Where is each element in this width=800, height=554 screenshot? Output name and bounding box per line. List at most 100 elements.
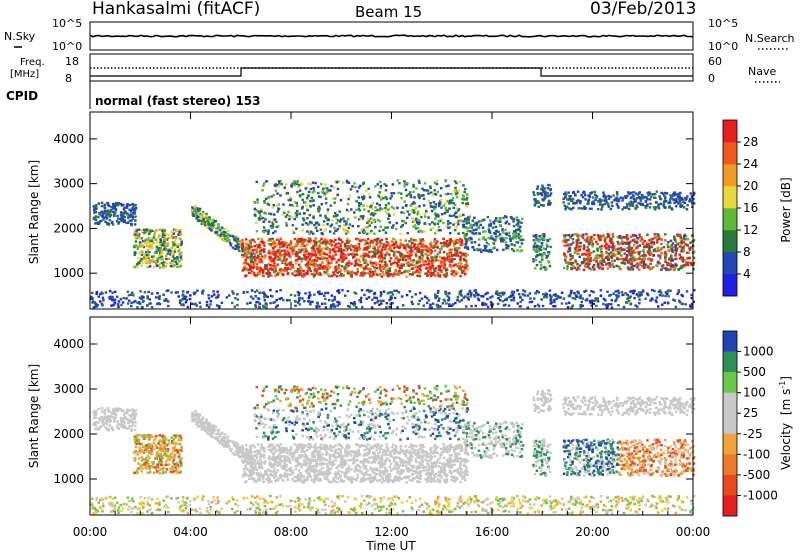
power-cell: [674, 252, 678, 255]
power-cell: [618, 266, 621, 270]
power-cell: [581, 304, 584, 307]
power-cell: [108, 215, 111, 218]
power-cell: [671, 248, 674, 251]
station-title: Hankasalmi (fitACF): [92, 0, 260, 19]
power-cell: [100, 201, 104, 204]
power-cell: [600, 208, 603, 211]
power-cell: [618, 236, 621, 239]
power-cell: [207, 222, 210, 226]
power-cell: [344, 220, 348, 223]
power-cell: [140, 257, 143, 261]
power-cell: [431, 221, 434, 224]
power-cell: [495, 248, 499, 252]
power-cell: [346, 272, 350, 275]
power-cell: [370, 270, 373, 274]
power-cell: [327, 242, 330, 245]
power-cell: [623, 195, 627, 198]
power-cell: [195, 217, 198, 220]
power-cell: [446, 243, 450, 246]
power-cell: [301, 223, 304, 226]
power-cell: [430, 250, 434, 253]
power-cell: [347, 226, 350, 230]
power-cell: [631, 239, 635, 242]
power-cell: [464, 192, 468, 195]
power-cell: [593, 268, 596, 271]
power-cell: [339, 268, 342, 272]
power-cell: [424, 208, 428, 212]
power-cell: [412, 259, 416, 262]
power-cell: [268, 267, 271, 271]
power-cell: [192, 291, 196, 294]
power-cell: [420, 230, 424, 233]
power-cell: [409, 204, 412, 207]
power-cell: [472, 228, 475, 232]
power-cell: [333, 250, 337, 253]
power-cell: [405, 194, 408, 197]
power-cell: [610, 263, 613, 266]
power-cell: [309, 303, 312, 306]
power-cell: [612, 292, 615, 295]
power-cell: [526, 294, 530, 297]
power-cell: [210, 224, 214, 227]
power-cell: [681, 260, 685, 263]
power-cell: [373, 232, 376, 235]
power-cell: [338, 270, 341, 273]
power-cell: [345, 179, 349, 183]
power-cell: [282, 261, 286, 264]
power-cell: [562, 201, 565, 204]
power-cell: [148, 262, 151, 265]
power-cell: [459, 258, 462, 262]
power-cell: [134, 244, 138, 247]
power-cell: [439, 305, 442, 308]
power-cell: [605, 251, 609, 255]
power-cell: [486, 305, 490, 309]
power-cell: [579, 305, 582, 309]
power-cell: [359, 215, 363, 218]
power-cell: [289, 255, 292, 259]
power-cell: [646, 245, 649, 249]
power-cell: [467, 238, 471, 242]
power-cell: [606, 267, 610, 270]
power-cell: [650, 267, 654, 270]
power-cell: [588, 300, 592, 303]
power-cell: [232, 292, 235, 295]
power-cell: [640, 194, 644, 197]
power-cell: [457, 220, 460, 223]
power-cell: [645, 242, 649, 245]
power-cell: [307, 240, 310, 243]
power-cell: [313, 273, 317, 277]
power-cell: [262, 269, 265, 272]
power-cell: [296, 272, 300, 275]
power-cell: [265, 306, 268, 309]
power-cell: [356, 270, 359, 273]
power-cell: [110, 206, 114, 209]
power-cell: [375, 202, 379, 205]
power-cell: [415, 264, 418, 267]
power-cell: [300, 240, 303, 243]
power-cell: [434, 217, 437, 220]
power-cell: [209, 300, 212, 303]
power-cell: [290, 185, 293, 188]
power-cell: [205, 212, 208, 216]
power-cell: [293, 180, 296, 183]
power-cell: [268, 238, 271, 241]
power-cell: [528, 301, 532, 304]
power-cell: [313, 249, 316, 253]
power-cell: [433, 274, 437, 277]
power-cell: [343, 220, 346, 223]
power-cell: [455, 246, 458, 250]
power-cell: [356, 267, 359, 271]
power-cell: [342, 249, 345, 252]
power-cell: [94, 218, 98, 222]
power-cell: [521, 293, 525, 296]
power-cell: [337, 291, 341, 294]
power-cell: [194, 204, 197, 207]
power-cell: [636, 305, 639, 308]
power-cell: [456, 296, 460, 299]
power-cell: [369, 213, 373, 216]
power-cell: [149, 260, 153, 263]
power-cell: [576, 233, 579, 236]
power-cell: [574, 297, 577, 300]
power-cell: [404, 258, 407, 262]
power-cell: [435, 215, 438, 218]
